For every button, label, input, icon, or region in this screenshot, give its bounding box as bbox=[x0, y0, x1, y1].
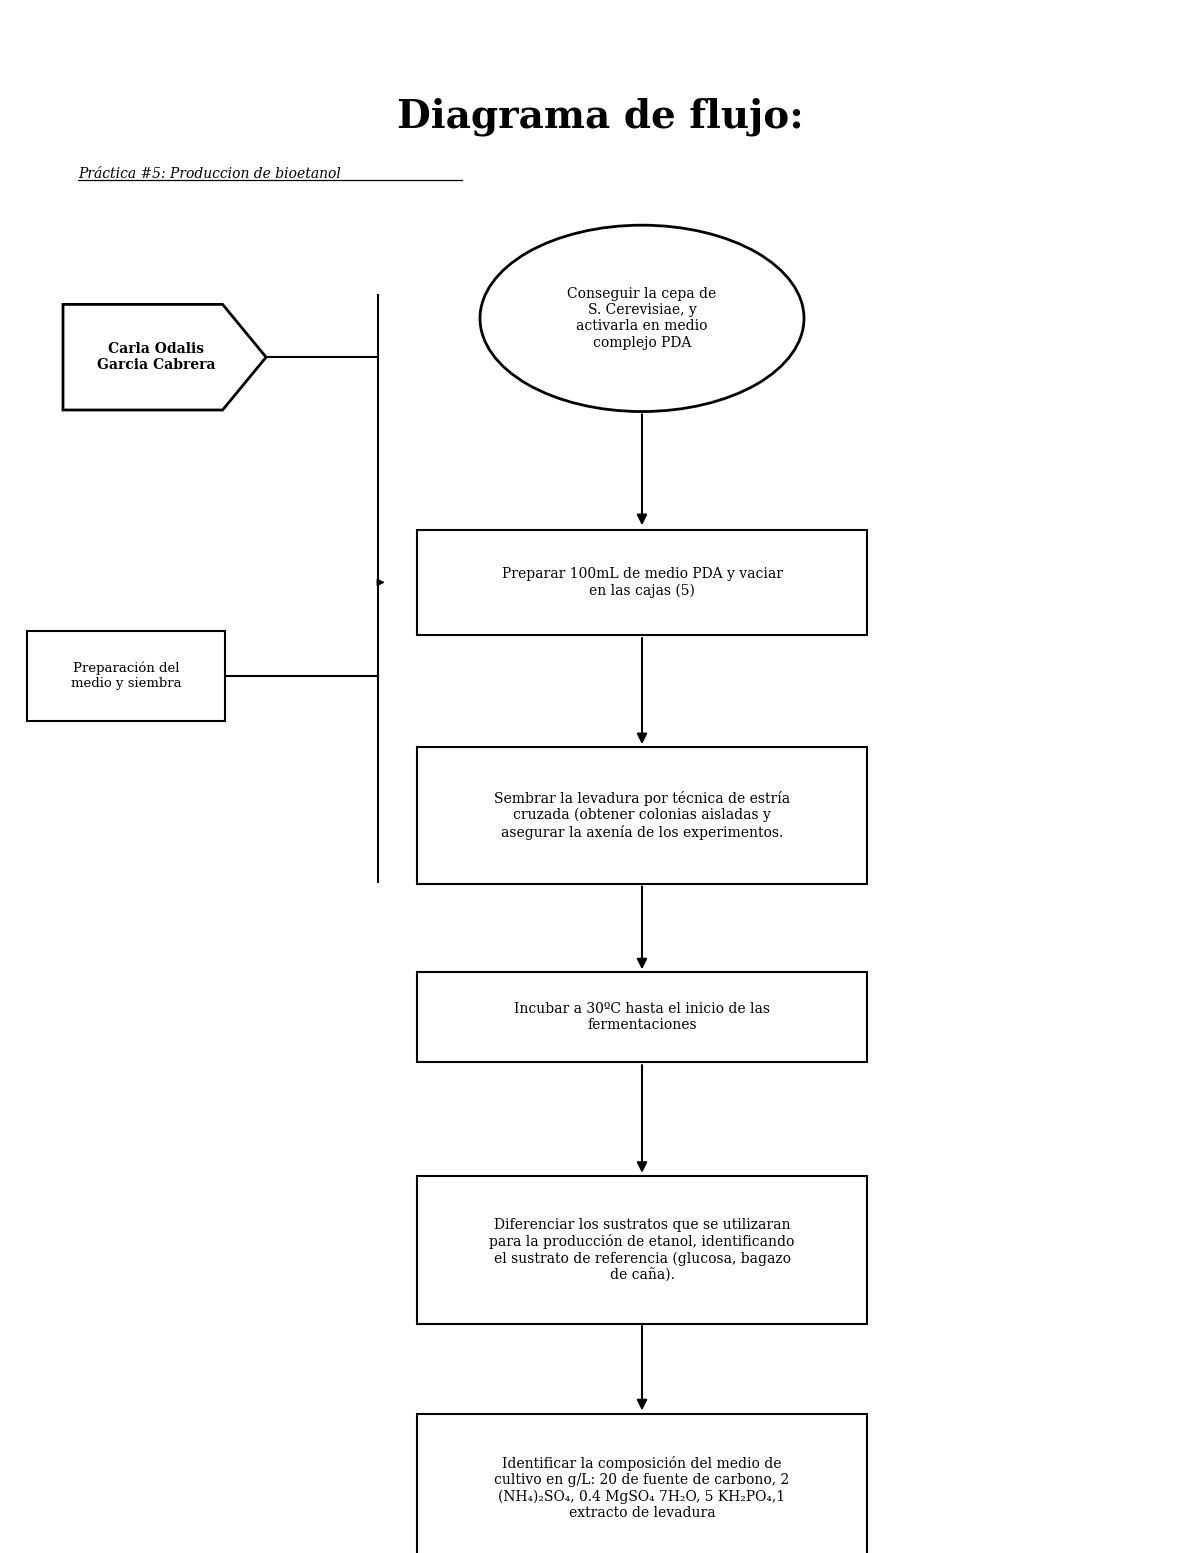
Text: Preparación del
medio y siembra: Preparación del medio y siembra bbox=[71, 662, 181, 690]
Text: Sembrar la levadura por técnica de estría
cruzada (obtener colonias aisladas y
a: Sembrar la levadura por técnica de estrí… bbox=[494, 790, 790, 840]
FancyBboxPatch shape bbox=[418, 1413, 866, 1553]
Text: Diferenciar los sustratos que se utilizaran
para la producción de etanol, identi: Diferenciar los sustratos que se utiliza… bbox=[490, 1218, 794, 1283]
Text: Conseguir la cepa de
S. Cerevisiae, y
activarla en medio
complejo PDA: Conseguir la cepa de S. Cerevisiae, y ac… bbox=[568, 287, 716, 349]
FancyBboxPatch shape bbox=[26, 631, 226, 721]
FancyBboxPatch shape bbox=[418, 747, 866, 884]
FancyBboxPatch shape bbox=[418, 972, 866, 1062]
Text: Identificar la composición del medio de
cultivo en g/L: 20 de fuente de carbono,: Identificar la composición del medio de … bbox=[494, 1455, 790, 1520]
Text: Práctica #5: Produccion de bioetanol: Práctica #5: Produccion de bioetanol bbox=[78, 166, 341, 182]
Text: Preparar 100mL de medio PDA y vaciar
en las cajas (5): Preparar 100mL de medio PDA y vaciar en … bbox=[502, 567, 782, 598]
FancyBboxPatch shape bbox=[418, 530, 866, 635]
FancyBboxPatch shape bbox=[418, 1177, 866, 1323]
Polygon shape bbox=[64, 304, 266, 410]
Text: Carla Odalis
Garcia Cabrera: Carla Odalis Garcia Cabrera bbox=[97, 342, 215, 373]
Text: Diagrama de flujo:: Diagrama de flujo: bbox=[397, 98, 803, 135]
Ellipse shape bbox=[480, 225, 804, 412]
Text: Incubar a 30ºC hasta el inicio de las
fermentaciones: Incubar a 30ºC hasta el inicio de las fe… bbox=[514, 1002, 770, 1033]
